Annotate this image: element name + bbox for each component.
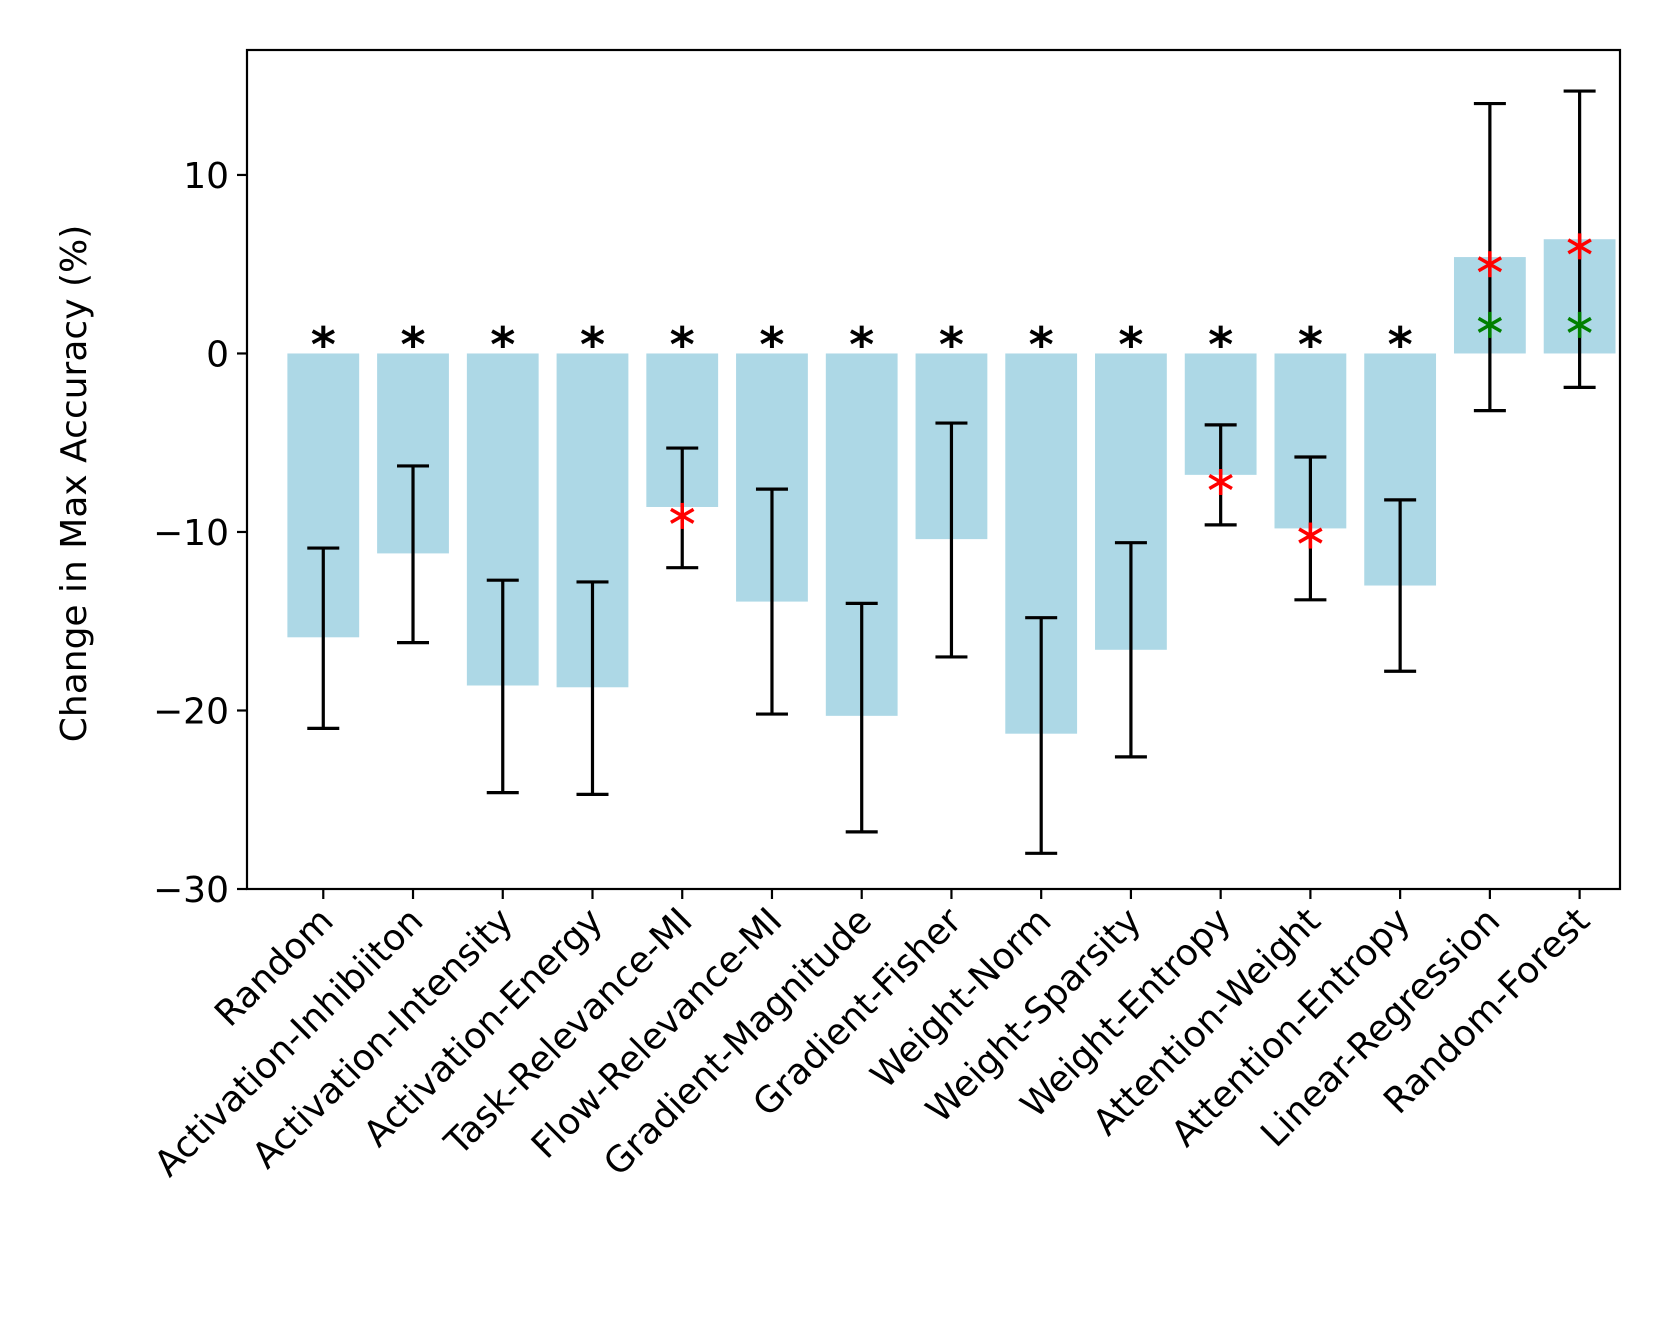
significance-mark: *	[400, 317, 425, 373]
plot-frame	[245, 48, 1622, 891]
significance-mark: *	[670, 317, 695, 373]
significance-mark: *	[759, 317, 784, 373]
red-marker	[1567, 233, 1592, 260]
x-axis: RandomActivation-InhibiitonActivation-In…	[147, 889, 1598, 1185]
red-marker	[1298, 522, 1323, 549]
y-tick-label: 0	[206, 334, 229, 375]
y-tick-label: 10	[183, 156, 229, 197]
markers-layer	[670, 233, 1592, 549]
y-tick-label: −10	[153, 513, 229, 554]
significance-mark: *	[490, 317, 515, 373]
significance-mark: *	[580, 317, 605, 373]
y-axis: 10 0 −10 −20 −30	[153, 156, 247, 911]
significance-layer: * * * * * * * * * * * * *	[311, 317, 1413, 373]
significance-mark: *	[1029, 317, 1054, 373]
y-tick-label: −30	[153, 870, 229, 911]
y-tick-label: −20	[153, 691, 229, 732]
green-marker	[1477, 311, 1503, 338]
green-marker	[1567, 311, 1592, 338]
significance-mark: *	[1388, 317, 1413, 373]
significance-mark: *	[1298, 317, 1323, 373]
significance-mark: *	[1118, 317, 1143, 373]
significance-mark: *	[849, 317, 874, 373]
red-marker	[1208, 468, 1233, 495]
significance-mark: *	[939, 317, 964, 373]
red-marker	[670, 502, 695, 529]
significance-mark: *	[311, 317, 336, 373]
red-marker	[1477, 251, 1503, 278]
y-axis-label: Change in Max Accuracy (%)	[54, 225, 95, 743]
significance-mark: *	[1208, 317, 1233, 373]
